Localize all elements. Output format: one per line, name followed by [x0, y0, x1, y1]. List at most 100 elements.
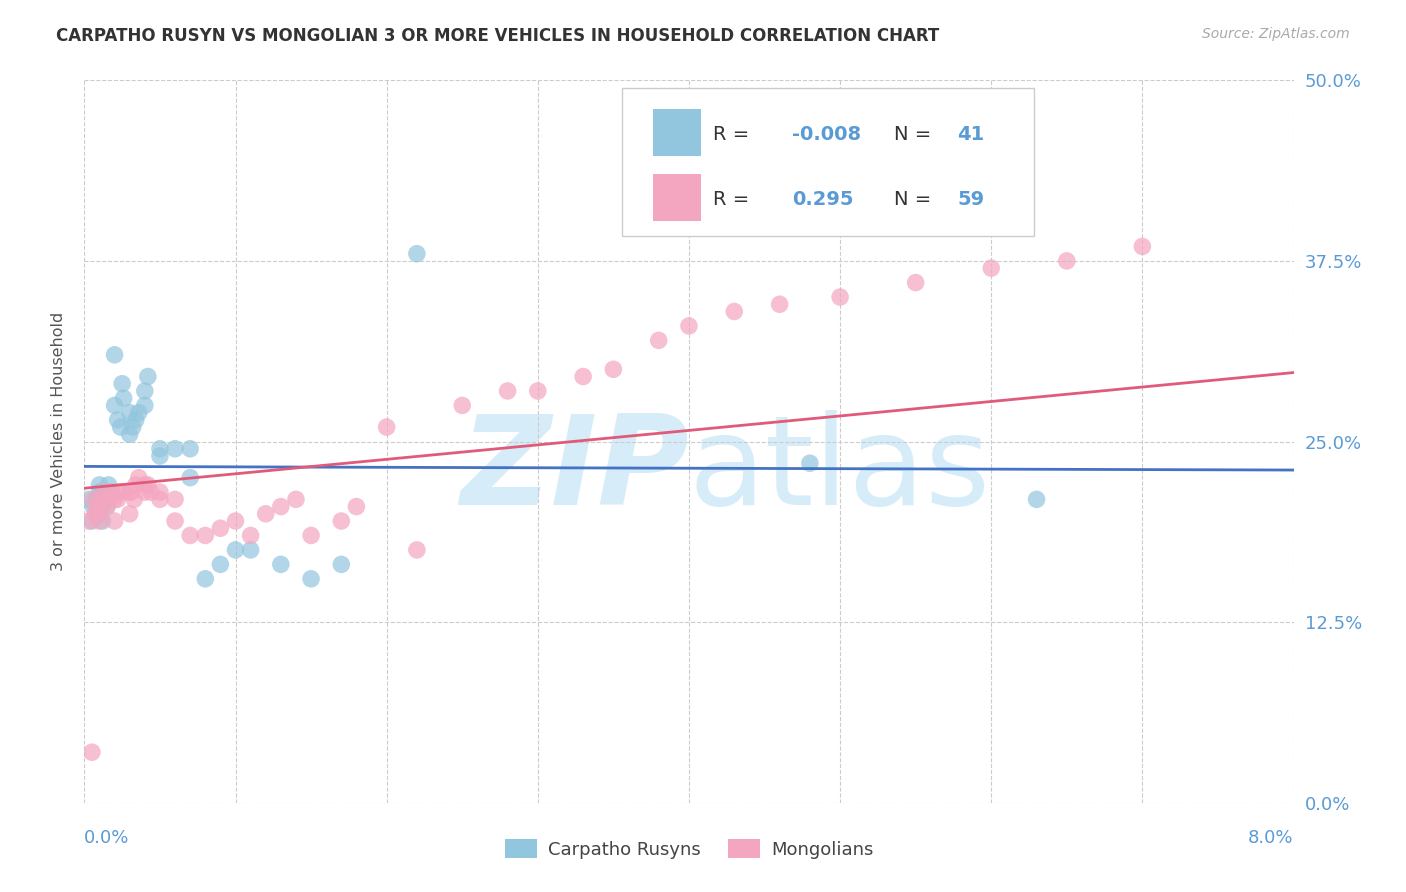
Point [107, 413, 129, 427]
Point [89, 485, 111, 500]
Point [118, 406, 141, 420]
Point [97, 478, 120, 492]
Point [299, 528, 322, 542]
Point [769, 297, 792, 311]
Point [648, 334, 671, 348]
Point [100, 485, 122, 500]
Point [120, 485, 142, 500]
Point [118, 485, 141, 500]
Text: ZIP: ZIP [460, 410, 689, 531]
Legend: Carpatho Rusyns, Mongolians: Carpatho Rusyns, Mongolians [498, 832, 880, 866]
Point [723, 304, 745, 318]
Point [1025, 492, 1047, 507]
Point [299, 572, 322, 586]
Point [100, 485, 122, 500]
Point [209, 521, 232, 535]
Point [110, 420, 132, 434]
Point [1132, 239, 1154, 253]
Text: R =: R = [713, 190, 762, 209]
Text: atlas: atlas [689, 410, 991, 531]
Point [149, 492, 172, 507]
Point [89, 514, 111, 528]
Point [602, 362, 624, 376]
Point [80, 514, 103, 528]
Point [346, 500, 368, 514]
Point [84, 507, 107, 521]
Point [86, 500, 108, 514]
Point [194, 572, 217, 586]
Point [375, 420, 398, 434]
Text: 8.0%: 8.0% [1249, 829, 1294, 847]
Point [104, 492, 127, 507]
Point [270, 500, 292, 514]
Point [134, 478, 156, 492]
Point [87, 507, 110, 521]
Point [149, 449, 172, 463]
Point [194, 528, 217, 542]
Point [91, 514, 114, 528]
Point [285, 492, 308, 507]
Point [136, 478, 159, 492]
Point [89, 478, 111, 492]
Text: Source: ZipAtlas.com: Source: ZipAtlas.com [1202, 27, 1350, 41]
Point [108, 485, 131, 500]
Point [93, 485, 115, 500]
Point [128, 406, 150, 420]
Point [97, 492, 120, 507]
Point [406, 542, 429, 557]
Point [121, 420, 143, 434]
Point [1056, 253, 1078, 268]
Point [77, 492, 100, 507]
Point [134, 398, 156, 412]
FancyBboxPatch shape [623, 87, 1033, 235]
Point [179, 470, 201, 484]
Point [104, 398, 127, 412]
Point [330, 558, 353, 572]
Point [80, 745, 103, 759]
Bar [652, 174, 702, 221]
Point [179, 442, 201, 456]
Text: 0.295: 0.295 [792, 190, 853, 209]
Point [225, 514, 247, 528]
Point [209, 558, 232, 572]
Point [830, 290, 852, 304]
Point [125, 413, 148, 427]
Point [111, 376, 134, 391]
Point [89, 507, 111, 521]
Point [91, 500, 114, 514]
Point [179, 528, 201, 542]
Point [254, 507, 277, 521]
Point [330, 514, 353, 528]
Point [980, 261, 1002, 276]
Point [149, 485, 172, 500]
Point [96, 500, 118, 514]
Text: R =: R = [713, 125, 755, 144]
Point [90, 492, 112, 507]
Text: N =: N = [894, 125, 938, 144]
Point [136, 369, 159, 384]
Point [165, 514, 187, 528]
Text: N =: N = [894, 190, 938, 209]
Point [96, 500, 118, 514]
Point [239, 542, 262, 557]
Point [139, 485, 162, 500]
Text: 0.0%: 0.0% [84, 829, 129, 847]
Point [104, 514, 127, 528]
Point [165, 442, 187, 456]
Point [77, 514, 100, 528]
Y-axis label: 3 or more Vehicles in Household: 3 or more Vehicles in Household [51, 312, 66, 571]
Bar [652, 109, 702, 156]
Point [82, 500, 104, 514]
Point [165, 492, 187, 507]
Point [799, 456, 821, 470]
Point [93, 492, 115, 507]
Point [149, 442, 172, 456]
Point [451, 398, 474, 412]
Point [239, 528, 262, 542]
Point [406, 246, 429, 260]
Text: 59: 59 [957, 190, 984, 209]
Point [118, 427, 141, 442]
Point [496, 384, 519, 398]
Point [104, 348, 127, 362]
Text: CARPATHO RUSYN VS MONGOLIAN 3 OR MORE VEHICLES IN HOUSEHOLD CORRELATION CHART: CARPATHO RUSYN VS MONGOLIAN 3 OR MORE VE… [56, 27, 939, 45]
